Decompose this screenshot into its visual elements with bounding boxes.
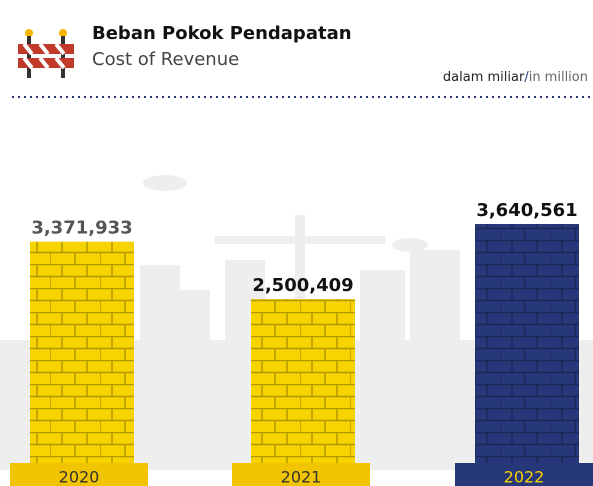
chart-subtitle: Cost of Revenue <box>92 49 239 70</box>
chart: Beban Pokok Pendapatan Cost of Revenue d… <box>0 0 593 486</box>
unit-english: in million <box>529 70 588 85</box>
x-tick-label: 2021 <box>281 468 322 486</box>
bar-brick-texture <box>30 242 134 464</box>
unit-note: dalam miliar/in million <box>443 70 588 85</box>
bar-brick-texture <box>251 299 355 464</box>
value-label: 2,500,409 <box>252 275 353 296</box>
x-tick-label: 2020 <box>59 468 100 486</box>
chart-title: Beban Pokok Pendapatan <box>92 23 352 44</box>
x-tick-label: 2022 <box>504 468 545 486</box>
value-label: 3,640,561 <box>476 200 577 221</box>
bar-brick-texture <box>475 224 579 464</box>
value-label: 3,371,933 <box>31 218 132 239</box>
unit-local: dalam miliar <box>443 70 525 85</box>
